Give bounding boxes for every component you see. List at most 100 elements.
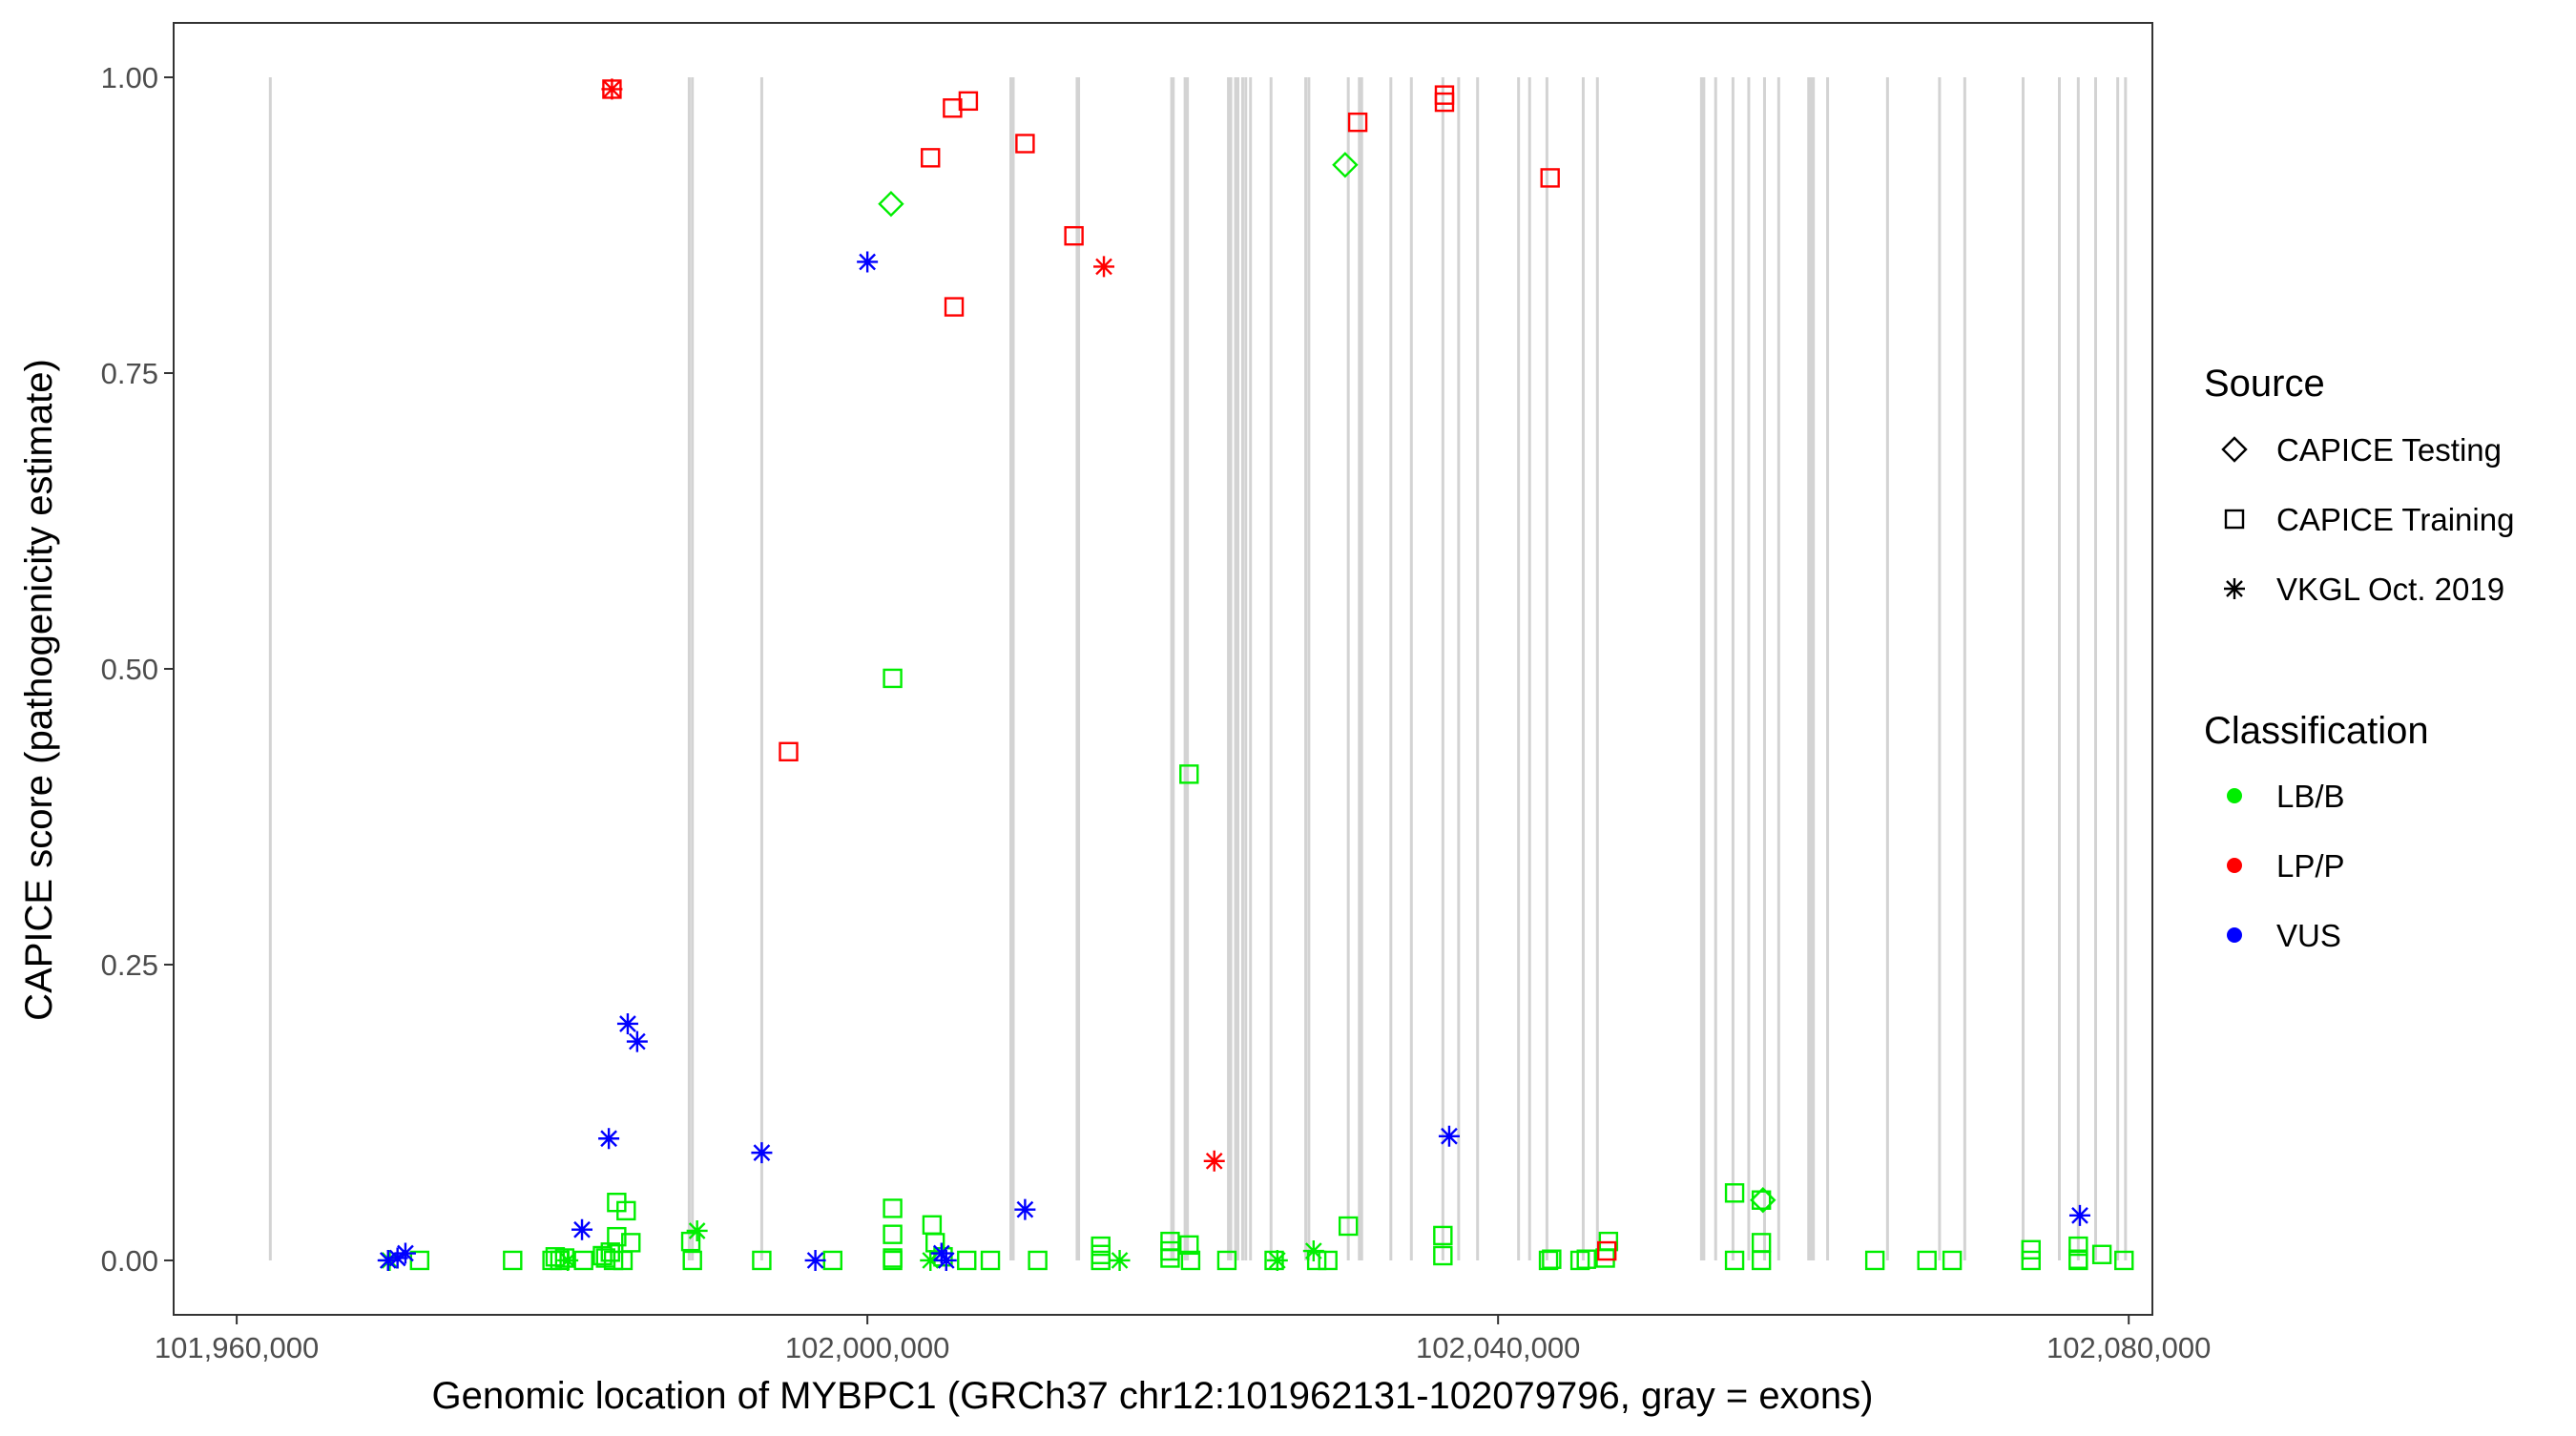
data-point-asterisk [1203, 1150, 1225, 1172]
data-point-asterisk [857, 251, 879, 273]
data-point-square [1724, 1250, 1745, 1271]
x-tick-label: 101,960,000 [155, 1331, 319, 1364]
series-vus [377, 251, 2090, 1271]
data-point-square [1347, 112, 1368, 133]
x-tick-label: 102,040,000 [1416, 1331, 1580, 1364]
x-tick-label: 102,000,000 [785, 1331, 949, 1364]
data-point-square [1433, 1225, 1453, 1246]
legend-key-asterisk [2224, 578, 2245, 599]
data-point-square [933, 1247, 953, 1267]
data-point-square [1434, 92, 1455, 113]
data-point-asterisk [616, 1012, 638, 1034]
data-point-square [1306, 1250, 1327, 1271]
data-point-square [616, 1200, 636, 1221]
data-point-square [921, 148, 941, 168]
data-point-asterisk [386, 1247, 408, 1269]
data-point-asterisk [1093, 256, 1115, 278]
legend-key-dot [2227, 858, 2242, 873]
data-point-diamond [1332, 152, 1359, 178]
y-axis-label: CAPICE score (pathogenicity estimate) [18, 359, 60, 1021]
data-point-square [1179, 764, 1199, 784]
data-point-square [1542, 1249, 1562, 1269]
x-axis-label: Genomic location of MYBPC1 (GRCh37 chr12… [432, 1375, 1874, 1417]
data-point-square [1179, 1235, 1199, 1256]
legend-key-square [2224, 509, 2245, 530]
data-point-square [1433, 1245, 1453, 1266]
data-point-square [980, 1250, 1001, 1271]
series-lb-b [379, 152, 2134, 1271]
data-point-square [883, 668, 903, 689]
data-point-square [883, 1250, 903, 1271]
data-point-asterisk [1438, 1125, 1460, 1147]
data-point-square [1751, 1250, 1772, 1271]
data-point-square [2068, 1236, 2088, 1257]
data-point-asterisk [1266, 1249, 1288, 1271]
data-point-square [779, 741, 799, 761]
data-point-square [944, 297, 965, 317]
data-point-square [680, 1231, 701, 1252]
data-point-asterisk [598, 1128, 620, 1150]
data-point-square [1028, 1250, 1048, 1271]
data-point-square [1942, 1250, 1963, 1271]
legend-source-label: CAPICE Training [2276, 502, 2514, 537]
data-point-square [958, 91, 979, 112]
legend-key-diamond [2221, 436, 2248, 463]
x-tick-label: 102,080,000 [2046, 1331, 2211, 1364]
data-points-layer [377, 78, 2134, 1271]
legend-class-label: LB/B [2276, 779, 2345, 814]
data-point-diamond [1750, 1187, 1776, 1214]
data-point-square [1064, 225, 1084, 246]
legend-class-title: Classification [2204, 710, 2429, 752]
data-point-asterisk [1109, 1249, 1131, 1271]
legend-source-title: Source [2204, 363, 2325, 405]
legend-source-label: VKGL Oct. 2019 [2276, 572, 2504, 607]
legend-class-label: VUS [2276, 918, 2341, 953]
legend-key-dot [2227, 788, 2242, 803]
data-point-square [1015, 134, 1035, 154]
data-point-square [621, 1233, 641, 1253]
data-point-square [682, 1250, 702, 1271]
data-point-square [573, 1250, 593, 1271]
data-point-square [2114, 1250, 2134, 1271]
data-point-asterisk [394, 1242, 416, 1264]
data-point-square [943, 98, 963, 118]
axes-layer: 0.00 0.25 0.50 0.75 1.00 101,960,000 102,000,0… [101, 61, 2212, 1364]
data-point-asterisk [557, 1249, 579, 1271]
legend-key-dot [2227, 927, 2242, 943]
data-point-asterisk [935, 1249, 957, 1271]
data-point-asterisk [686, 1219, 708, 1241]
data-point-square [1216, 1250, 1237, 1271]
data-point-square [1180, 1250, 1201, 1271]
data-point-asterisk [804, 1249, 826, 1271]
data-point-asterisk [601, 78, 623, 100]
data-point-asterisk [751, 1142, 773, 1164]
data-point-square [2068, 1250, 2088, 1271]
legend: Source Classification CAPICE Testing CAPI… [2204, 363, 2514, 953]
data-point-square [2021, 1239, 2041, 1260]
data-point-asterisk [377, 1249, 399, 1271]
series-lp-p [601, 78, 1617, 1261]
legend-source-label: CAPICE Testing [2276, 432, 2502, 468]
y-tick-label: 1.00 [101, 61, 158, 94]
data-point-square [2021, 1250, 2041, 1271]
data-point-square [1569, 1250, 1590, 1271]
data-point-square [503, 1250, 523, 1271]
legend-class-label: LP/P [2276, 848, 2345, 884]
data-point-square [1540, 168, 1560, 188]
data-point-square [2091, 1244, 2112, 1264]
data-point-square [1864, 1250, 1885, 1271]
y-tick-label: 0.25 [101, 948, 158, 982]
data-point-diamond [878, 191, 904, 218]
data-point-asterisk [930, 1242, 952, 1264]
data-point-square [1538, 1250, 1559, 1271]
data-point-asterisk [1014, 1198, 1036, 1220]
data-point-square [1597, 1240, 1617, 1261]
y-tick-label: 0.75 [101, 357, 158, 390]
y-tick-label: 0.50 [101, 653, 158, 686]
data-point-asterisk [2068, 1204, 2090, 1226]
data-point-square [1576, 1249, 1596, 1269]
data-point-square [1338, 1216, 1359, 1237]
data-point-square [883, 1224, 903, 1244]
exon-lines-layer [268, 77, 2128, 1260]
